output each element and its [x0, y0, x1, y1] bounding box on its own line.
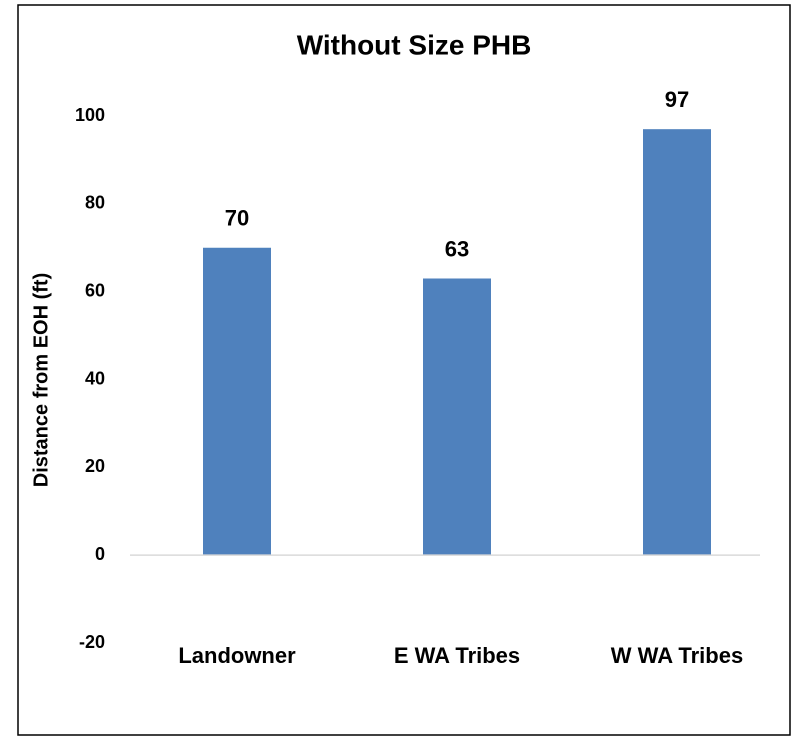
y-tick-label: 80 — [85, 193, 105, 213]
y-tick-label: 100 — [75, 105, 105, 125]
y-tick-label: 60 — [85, 280, 105, 300]
x-tick-label: W WA Tribes — [611, 643, 743, 668]
data-label: 70 — [225, 206, 249, 231]
chart-title: Without Size PHB — [297, 29, 532, 60]
y-tick-label: 40 — [85, 368, 105, 388]
x-tick-label: E WA Tribes — [394, 643, 520, 668]
data-label: 97 — [665, 87, 689, 112]
bar — [423, 278, 491, 556]
y-axis-label: Distance from EOH (ft) — [30, 273, 52, 487]
y-tick-label: -20 — [79, 632, 105, 652]
bar — [643, 129, 711, 556]
y-tick-label: 0 — [95, 544, 105, 564]
y-tick-label: 20 — [85, 456, 105, 476]
data-label: 63 — [445, 236, 469, 261]
x-tick-label: Landowner — [178, 643, 296, 668]
bar — [203, 247, 271, 556]
